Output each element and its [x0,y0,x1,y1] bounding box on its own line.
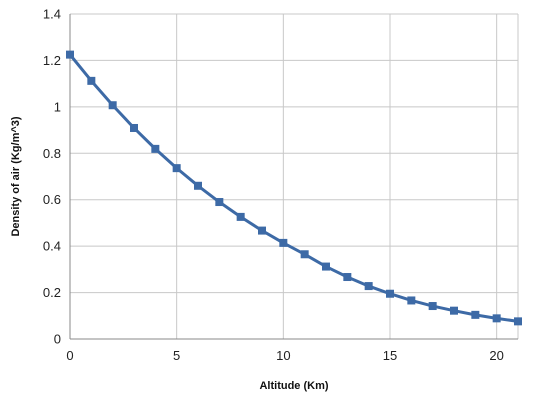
data-point [87,76,96,85]
y-tick-label: 0.8 [43,146,61,161]
data-point [407,296,416,305]
y-tick-label: 0.2 [43,285,61,300]
grid [69,13,518,340]
data-point [130,123,138,132]
x-tick-label: 5 [173,348,180,363]
data-point [66,50,74,59]
y-tick-label: 0 [54,332,61,347]
data-point [386,289,394,298]
data-point [364,282,373,291]
series-line [68,53,520,323]
data-point [471,310,480,319]
data-point [108,101,117,110]
y-tick-label: 1 [54,99,61,114]
series-group [66,50,522,326]
data-point [258,226,266,235]
data-point [492,314,501,323]
data-point [343,273,352,282]
y-tick-label: 0.6 [43,192,61,207]
data-point [514,317,522,326]
data-point [428,302,437,311]
x-tick-label: 20 [489,348,503,363]
data-point [279,238,288,247]
data-point [300,250,309,259]
data-point [172,164,181,173]
y-axis-title: Density of air (Kg/m^3) [10,116,22,236]
y-tick-label: 0.4 [43,239,61,254]
y-tick-label: 1.4 [43,7,61,22]
data-point [236,212,245,221]
x-tick-label: 0 [66,348,73,363]
x-tick-label: 10 [276,348,290,363]
x-axis: 0 5 10 15 20 [66,348,504,363]
x-axis-title: Altitude (Km) [259,380,328,392]
data-point [322,262,330,271]
data-point [215,198,224,207]
data-point [194,181,202,190]
data-point [151,144,160,153]
data-point [450,306,458,315]
y-tick-label: 1.2 [43,53,61,68]
plot-frame [69,14,519,340]
x-tick-label: 15 [383,348,397,363]
y-axis: 0 0.2 0.4 0.6 0.8 1 1.2 1.4 [43,7,61,347]
